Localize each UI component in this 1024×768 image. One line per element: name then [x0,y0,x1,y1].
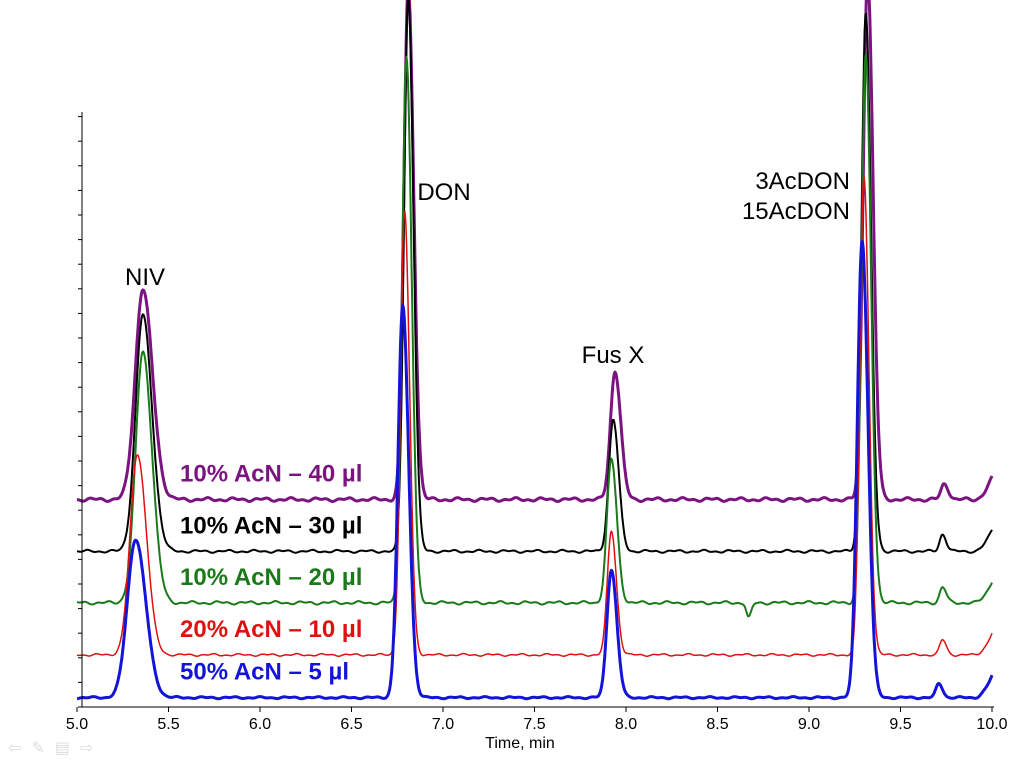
series-line [76,0,993,554]
x-tick-label: 5.0 [66,716,88,733]
slide-navigation[interactable]: ⇦ ✎ ▤ ⇨ [8,738,93,757]
series-line [76,175,993,657]
x-tick-label: 8.5 [706,716,728,733]
x-tick-label: 8.0 [615,716,637,733]
x-tick-label: 9.0 [798,716,820,733]
series-label: 10% AcN – 30 µl [180,512,362,539]
peak-label: DON [417,179,470,206]
peak-label: Fus X [582,342,645,369]
x-tick-label: 6.5 [340,716,362,733]
peak-label: 3AcDON [755,168,850,195]
x-tick-label: 5.5 [157,716,179,733]
series-label: 10% AcN – 20 µl [180,564,362,591]
y-tick-group [78,116,82,708]
axes-group [81,112,994,708]
series-label: 20% AcN – 10 µl [180,616,362,643]
x-tick-label: 7.5 [523,716,545,733]
x-tick-label: 7.0 [432,716,454,733]
next-slide-icon[interactable]: ⇨ [79,738,94,757]
pen-icon[interactable]: ✎ [31,738,45,757]
series-label: 50% AcN – 5 µl [180,659,349,686]
peak-label: NIV [125,264,165,291]
peak-label-group: NIV DON Fus X 3AcDON 15AcDON [125,168,850,369]
x-tick-label: 10.0 [976,716,1007,733]
trace-group [76,0,994,701]
series-label-group: 10% AcN – 40 µl 10% AcN – 30 µl 10% AcN – … [180,461,362,686]
x-tick-label: 6.0 [249,716,271,733]
x-axis-title: Time, min [485,735,555,752]
menu-icon[interactable]: ▤ [54,738,70,757]
series-line [76,0,994,503]
x-tick-group: 5.0 5.5 6.0 6.5 7.0 7.5 8.0 8.5 9.0 9.5 10.0 [66,707,1008,733]
peak-label: 15AcDON [742,198,850,225]
series-line [76,54,993,618]
series-label: 10% AcN – 40 µl [180,461,362,488]
series-line [76,240,994,701]
x-tick-label: 9.5 [889,716,911,733]
previous-slide-icon[interactable]: ⇦ [8,738,22,757]
